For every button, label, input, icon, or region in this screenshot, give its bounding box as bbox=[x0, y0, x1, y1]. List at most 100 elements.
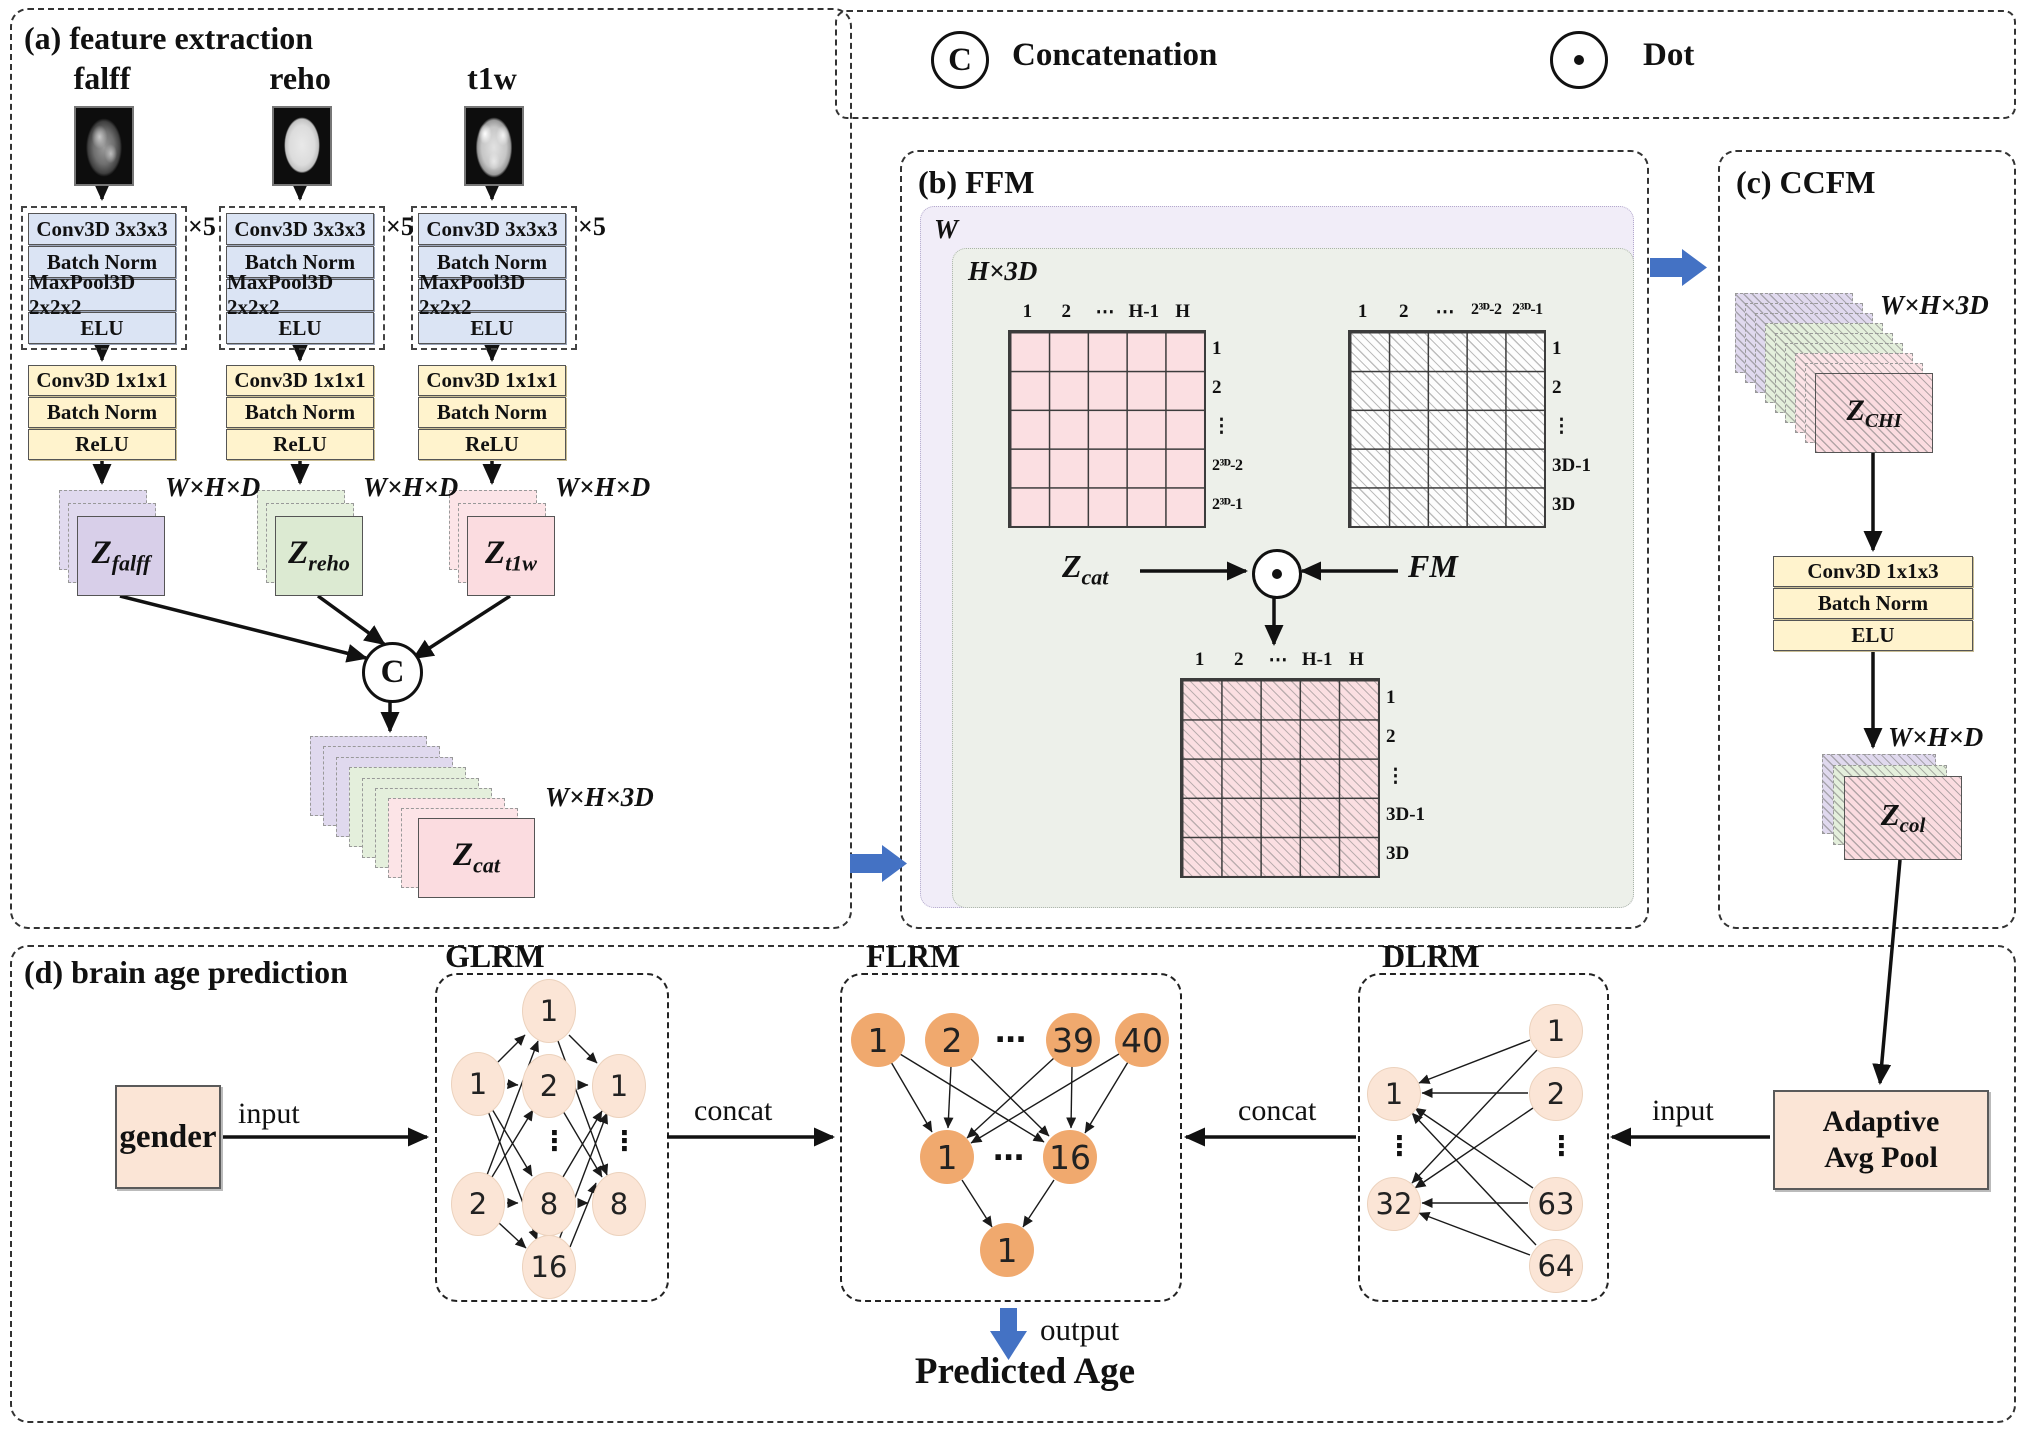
dlrm-node: 32 bbox=[1367, 1177, 1421, 1231]
glrm-node: 1 bbox=[451, 1052, 505, 1116]
flrm-node: 1 bbox=[851, 1013, 905, 1067]
conv-row: MaxPool3D 2x2x2 bbox=[28, 270, 176, 319]
concatenation-node: C bbox=[362, 642, 423, 703]
dim-label: W×H×D bbox=[1888, 722, 1984, 752]
conv-row: ELU bbox=[226, 312, 374, 344]
dlrm-edges bbox=[1411, 1039, 1538, 1256]
flrm-node: 16 bbox=[1043, 1130, 1097, 1184]
dot-product-node bbox=[1252, 549, 1302, 599]
panel-a-feature-extraction bbox=[10, 8, 852, 929]
ccfm-conv-block: Conv3D 1x1x3 Batch Norm ELU bbox=[1773, 556, 1973, 652]
adaptive-avg-pool-box: Adaptive Avg Pool bbox=[1773, 1090, 1989, 1190]
dim-label: W×H×3D bbox=[1880, 290, 1989, 320]
conv-row: Conv3D 3x3x3 bbox=[28, 213, 176, 245]
dlrm-title: DLRM bbox=[1382, 938, 1480, 974]
flrm-title: FLRM bbox=[866, 938, 961, 974]
conv-row: Batch Norm bbox=[28, 397, 176, 428]
flrm-node: 2 bbox=[925, 1013, 979, 1067]
conv-row: Batch Norm bbox=[418, 246, 566, 278]
flrm-node: 39 bbox=[1046, 1013, 1100, 1067]
z-chi-feature: ZCHI bbox=[1815, 373, 1933, 453]
conv-row: ELU bbox=[418, 312, 566, 344]
falff-brain-image bbox=[74, 106, 134, 186]
h3d-label: H×3D bbox=[968, 256, 1038, 286]
dlrm-node: 2 bbox=[1529, 1067, 1583, 1121]
conv-row: ReLU bbox=[418, 429, 566, 460]
conv-row: Batch Norm bbox=[28, 246, 176, 278]
legend-concatenation-label: Concatenation bbox=[1012, 37, 1218, 73]
panel-d-title: (d) brain age prediction bbox=[24, 954, 348, 990]
proj-block-reho: Conv3D 1x1x1 Batch Norm ReLU bbox=[226, 365, 374, 461]
w-label: W bbox=[934, 214, 959, 244]
modality-falff-label: falff bbox=[73, 60, 131, 96]
panel-c-ccfm bbox=[1718, 150, 2016, 929]
conv-row: ReLU bbox=[28, 429, 176, 460]
conv-block-reho: Conv3D 3x3x3 Batch Norm MaxPool3D 2x2x2 … bbox=[226, 213, 374, 345]
glrm-ellipsis: ⋮ bbox=[541, 1126, 568, 1157]
conv-row: ELU bbox=[28, 312, 176, 344]
repeat-times-label: ×5 bbox=[188, 212, 216, 241]
reho-brain-image bbox=[272, 106, 332, 186]
flrm-node: 40 bbox=[1115, 1013, 1169, 1067]
flrm-node: 1 bbox=[980, 1223, 1034, 1277]
dlrm-node: 64 bbox=[1529, 1239, 1583, 1293]
concat-label: concat bbox=[1238, 1094, 1317, 1127]
z-col-feature: Zcol bbox=[1844, 776, 1962, 860]
t1w-brain-image bbox=[464, 106, 524, 186]
fm-matrix bbox=[1348, 330, 1546, 528]
glrm-node: 2 bbox=[451, 1172, 505, 1236]
proj-block-t1w: Conv3D 1x1x1 Batch Norm ReLU bbox=[418, 365, 566, 461]
conv-row: Batch Norm bbox=[226, 397, 374, 428]
dim-label: W×H×D bbox=[165, 472, 261, 502]
fused-matrix bbox=[1180, 678, 1380, 878]
conv-row: MaxPool3D 2x2x2 bbox=[418, 270, 566, 319]
dim-label: W×H×D bbox=[363, 472, 459, 502]
flrm-box bbox=[840, 973, 1182, 1302]
proj-block-falff: Conv3D 1x1x1 Batch Norm ReLU bbox=[28, 365, 176, 461]
z-falff-feature: Zfalff bbox=[77, 516, 165, 596]
flrm-edges bbox=[890, 1053, 1129, 1228]
dlrm-node: 1 bbox=[1367, 1067, 1421, 1121]
repeat-times-label: ×5 bbox=[386, 212, 414, 241]
conv-row: Conv3D 1x1x3 bbox=[1773, 556, 1973, 587]
conv-block-falff: Conv3D 3x3x3 Batch Norm MaxPool3D 2x2x2 … bbox=[28, 213, 176, 345]
modality-t1w-label: t1w bbox=[467, 60, 517, 96]
glrm-node: 1 bbox=[592, 1054, 646, 1118]
panel-b-ffm bbox=[900, 150, 1649, 929]
repeat-times-label: ×5 bbox=[578, 212, 606, 241]
legend-box bbox=[835, 10, 2016, 119]
flrm-ellipsis: ⋯ bbox=[993, 1140, 1024, 1176]
conv-row: Batch Norm bbox=[226, 246, 374, 278]
panel-c-title: (c) CCFM bbox=[1736, 164, 1876, 200]
conv-row: MaxPool3D 2x2x2 bbox=[226, 270, 374, 319]
concat-symbol: C bbox=[948, 41, 972, 78]
dim-label: W×H×3D bbox=[545, 782, 654, 812]
conv-row: Conv3D 1x1x1 bbox=[226, 365, 374, 396]
glrm-node: 2 bbox=[522, 1054, 576, 1118]
dlrm-ellipsis: ⋮ bbox=[1386, 1131, 1413, 1162]
dlrm-node: 63 bbox=[1529, 1177, 1583, 1231]
stage-transition-arrows bbox=[850, 249, 1707, 1360]
input-label: input bbox=[238, 1097, 300, 1130]
glrm-ellipsis: ⋮ bbox=[611, 1126, 638, 1157]
fm-operand-label: FM bbox=[1408, 548, 1458, 584]
legend-dot-label: Dot bbox=[1643, 37, 1695, 73]
z-t1w-feature: Zt1w bbox=[467, 516, 555, 596]
glrm-node: 8 bbox=[592, 1172, 646, 1236]
glrm-node: 8 bbox=[522, 1172, 576, 1236]
z-reho-feature: Zreho bbox=[275, 516, 363, 596]
conv-row: Batch Norm bbox=[418, 397, 566, 428]
modality-reho-label: reho bbox=[269, 60, 331, 96]
flrm-ellipsis: ⋯ bbox=[995, 1022, 1026, 1058]
output-label: output bbox=[1040, 1312, 1120, 1347]
dlrm-node: 1 bbox=[1529, 1004, 1583, 1058]
dlrm-ellipsis: ⋮ bbox=[1548, 1131, 1575, 1162]
zcat-operand-label: Zcat bbox=[1062, 548, 1109, 590]
